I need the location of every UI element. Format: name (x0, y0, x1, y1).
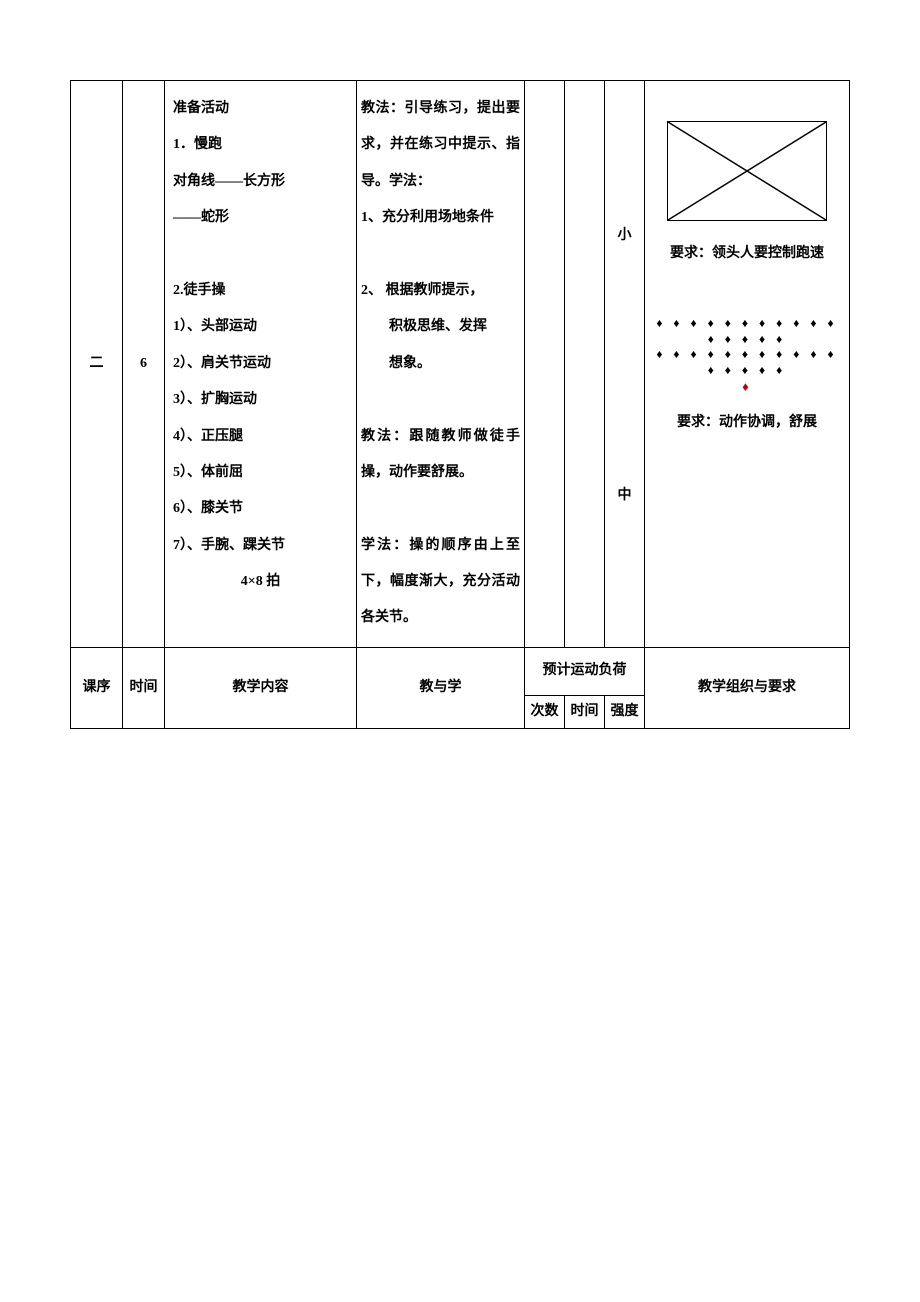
teach-para (361, 237, 520, 273)
header-intensity: 强度 (605, 695, 645, 729)
content-line: 2.徒手操 (173, 273, 348, 309)
teach-para (361, 491, 520, 527)
teach-para: 教法：引导练习，提出要求，并在练习中提示、指导。学法： (361, 91, 520, 200)
formation-diagram: ♦ ♦ ♦ ♦ ♦ ♦ ♦ ♦ ♦ ♦ ♦ ♦ ♦ ♦ ♦ ♦ ♦ ♦ ♦ ♦ … (651, 316, 843, 395)
teach-para: 1、充分利用场地条件 (361, 200, 520, 236)
header-load: 预计运动负荷 (525, 647, 645, 695)
requirement-text: 要求：领头人要控制跑速 (651, 241, 843, 266)
header-sequence: 课序 (71, 647, 123, 729)
intensity-label: 中 (605, 481, 644, 512)
content-line: 6）、膝关节 (173, 491, 348, 527)
requirement-text: 要求：动作协调，舒展 (651, 410, 843, 435)
content-line: 2）、肩关节运动 (173, 346, 348, 382)
teach-para: 积极思维、发挥 (361, 309, 520, 345)
formation-row: ♦ ♦ ♦ ♦ ♦ ♦ ♦ ♦ ♦ ♦ ♦ (651, 316, 843, 332)
content-line: 1．慢跑 (173, 127, 348, 163)
count-cell (525, 81, 565, 648)
content-line: ——蛇形 (173, 200, 348, 236)
organization-cell: 要求：领头人要控制跑速 ♦ ♦ ♦ ♦ ♦ ♦ ♦ ♦ ♦ ♦ ♦ ♦ ♦ ♦ … (645, 81, 850, 648)
intensity-label: 小 (605, 221, 644, 252)
content-line: 4×8 拍 (173, 564, 348, 600)
lesson-plan-table: 二 6 准备活动 1．慢跑 对角线——长方形 ——蛇形 2.徒手操 1）、头部运… (70, 80, 850, 729)
table-row: 二 6 准备活动 1．慢跑 对角线——长方形 ——蛇形 2.徒手操 1）、头部运… (71, 81, 850, 648)
header-count: 次数 (525, 695, 565, 729)
content-line: 4）、正压腿 (173, 419, 348, 455)
table-header-row: 课序 时间 教学内容 教与学 预计运动负荷 教学组织与要求 (71, 647, 850, 695)
teach-para: 2、 根据教师提示， (361, 273, 520, 309)
header-teach: 教与学 (357, 647, 525, 729)
diagonal-rectangle-icon (667, 121, 827, 221)
duration-cell (565, 81, 605, 648)
formation-row: ♦ ♦ ♦ ♦ ♦ (651, 332, 843, 348)
intensity-cell: 小 中 (605, 81, 645, 648)
content-title: 准备活动 (173, 91, 348, 127)
header-org: 教学组织与要求 (645, 647, 850, 729)
content-line (173, 237, 348, 273)
sequence-cell: 二 (71, 81, 123, 648)
time-cell: 6 (123, 81, 165, 648)
content-line: 5）、体前屈 (173, 455, 348, 491)
formation-row: ♦ ♦ ♦ ♦ ♦ ♦ ♦ ♦ ♦ ♦ ♦ (651, 347, 843, 363)
teach-para: 想象。 (361, 346, 520, 382)
teach-para: 教法：跟随教师做徒手操，动作要舒展。 (361, 419, 520, 492)
content-line: 对角线——长方形 (173, 164, 348, 200)
content-line: 3）、扩胸运动 (173, 382, 348, 418)
header-time: 时间 (123, 647, 165, 729)
teach-para (361, 382, 520, 418)
header-duration: 时间 (565, 695, 605, 729)
content-line: 7）、手腕、踝关节 (173, 528, 348, 564)
formation-row: ♦ ♦ ♦ ♦ ♦ (651, 363, 843, 379)
content-cell: 准备活动 1．慢跑 对角线——长方形 ——蛇形 2.徒手操 1）、头部运动 2）… (165, 81, 357, 648)
teach-para: 学法：操的顺序由上至下，幅度渐大，充分活动各关节。 (361, 528, 520, 637)
header-content: 教学内容 (165, 647, 357, 729)
teaching-cell: 教法：引导练习，提出要求，并在练习中提示、指导。学法： 1、充分利用场地条件 2… (357, 81, 525, 648)
formation-leader: ♦ (651, 379, 843, 396)
content-line: 1）、头部运动 (173, 309, 348, 345)
